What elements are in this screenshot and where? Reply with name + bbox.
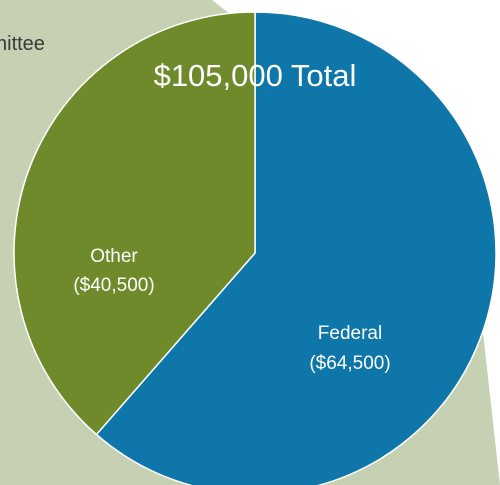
pie-slices (13, 11, 497, 485)
federal-slice (95, 11, 497, 485)
partial-panel-text: nittee (0, 33, 45, 55)
chart-title: $105,000 Total (154, 58, 357, 93)
federal-slice-value: ($64,500) (309, 353, 390, 374)
other-slice (13, 11, 256, 436)
federal-slice-label: Federal (318, 323, 382, 344)
other-slice-value: ($40,500) (73, 275, 154, 296)
other-slice-label: Other (90, 246, 138, 267)
